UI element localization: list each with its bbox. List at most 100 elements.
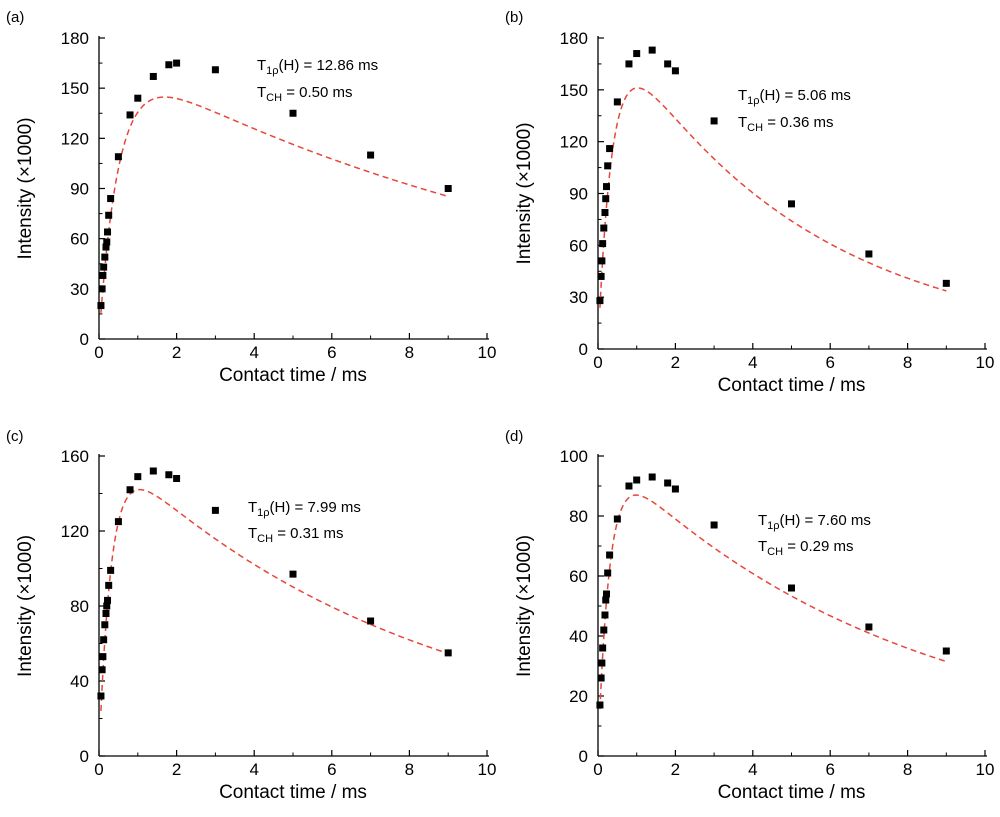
data-point: [788, 200, 795, 208]
y-tick-label: 180: [61, 29, 89, 48]
data-point: [671, 485, 679, 493]
x-tick-label: 2: [671, 353, 680, 372]
x-tick-label: 4: [748, 760, 757, 779]
fit-curve: [100, 96, 449, 313]
tch-annotation: TCH = 0.31 ms: [248, 525, 344, 545]
data-point: [597, 272, 605, 280]
data-point: [134, 473, 142, 481]
x-tick-label: 0: [593, 760, 602, 779]
x-tick-label: 6: [825, 760, 834, 779]
data-point: [603, 590, 611, 598]
tch-value: = 0.50 ms: [282, 84, 352, 101]
data-point: [134, 94, 142, 102]
data-point: [289, 570, 297, 578]
y-tick-label: 90: [569, 185, 588, 204]
x-tick-label: 10: [478, 343, 497, 362]
panel-label: (c): [6, 428, 24, 445]
data-point: [865, 623, 873, 631]
t1rho-symbol: T: [758, 512, 767, 529]
data-point: [633, 50, 641, 58]
y-axis-title: Intensity (×1000): [514, 122, 535, 264]
data-point: [596, 297, 604, 305]
data-point: [103, 238, 111, 246]
chart-panel-c: (c) 0 2 4 6 8 10 0 40 80 120 160 Contact time / ms In…: [6, 428, 496, 803]
x-tick-label: 8: [903, 760, 912, 779]
data-point: [149, 467, 157, 475]
panel-label: (d): [505, 428, 523, 445]
data-point: [98, 666, 106, 674]
data-point: [103, 602, 111, 610]
y-tick-label: 40: [70, 672, 89, 691]
data-point: [664, 60, 672, 68]
t1rho-value: (H) = 7.60 ms: [780, 512, 871, 529]
x-tick-label: 0: [593, 353, 602, 372]
x-tick-label: 4: [748, 353, 757, 372]
x-tick-label: 4: [249, 760, 258, 779]
t1rho-subscript: 1ρ: [266, 65, 278, 77]
panel-label: (a): [6, 9, 24, 26]
data-point: [102, 610, 110, 617]
data-point: [104, 596, 112, 604]
data-point: [942, 647, 950, 655]
y-tick-label: 30: [569, 288, 588, 307]
x-tick-label: 6: [327, 343, 336, 362]
data-point: [648, 473, 656, 481]
t1rho-symbol: T: [248, 499, 257, 516]
data-point: [597, 674, 605, 682]
t1rho-subscript: 1ρ: [747, 95, 759, 107]
tch-value: = 0.29 ms: [783, 538, 853, 555]
data-point: [600, 626, 608, 634]
data-point: [625, 60, 633, 68]
t1rho-annotation: T1ρ(H) = 7.99 ms: [248, 499, 361, 519]
t1rho-annotation: T1ρ(H) = 5.06 ms: [738, 87, 851, 107]
data-point: [367, 617, 375, 625]
data-point: [165, 61, 173, 69]
x-tick-label: 4: [249, 343, 258, 362]
t1rho-symbol: T: [257, 57, 266, 74]
y-tick-label: 180: [560, 29, 588, 48]
data-point: [625, 482, 633, 490]
data-point: [788, 584, 795, 592]
x-tick-label: 2: [172, 760, 181, 779]
data-point: [598, 659, 606, 667]
tch-value: = 0.31 ms: [273, 525, 343, 542]
data-point: [105, 581, 113, 589]
data-point: [599, 240, 607, 248]
y-tick-label: 150: [61, 79, 89, 98]
data-point: [98, 285, 106, 293]
tch-annotation: TCH = 0.50 ms: [257, 84, 353, 104]
fit-curve: [599, 87, 947, 308]
tch-value: = 0.36 ms: [763, 114, 833, 131]
x-tick-label: 6: [327, 760, 336, 779]
y-tick-label: 60: [569, 236, 588, 255]
data-point: [126, 111, 134, 119]
data-point: [602, 596, 610, 604]
data-point: [107, 195, 115, 203]
x-tick-label: 2: [172, 343, 181, 362]
tch-symbol: T: [738, 114, 747, 131]
x-tick-label: 8: [405, 760, 414, 779]
x-tick-label: 2: [671, 760, 680, 779]
tch-annotation: TCH = 0.36 ms: [738, 114, 834, 134]
data-point: [101, 621, 109, 629]
data-point: [211, 506, 219, 514]
data-point: [126, 486, 134, 494]
data-point: [367, 151, 375, 159]
data-point: [97, 692, 105, 700]
x-tick-label: 0: [94, 343, 103, 362]
x-tick-label: 10: [976, 353, 995, 372]
y-tick-label: 150: [560, 81, 588, 100]
data-point: [664, 479, 672, 487]
t1rho-value: (H) = 12.86 ms: [279, 57, 379, 74]
y-tick-label: 0: [579, 747, 588, 766]
y-tick-label: 60: [70, 230, 89, 249]
x-tick-label: 8: [405, 343, 414, 362]
t1rho-annotation: T1ρ(H) = 7.60 ms: [758, 512, 871, 532]
y-tick-label: 100: [560, 447, 588, 466]
data-point: [165, 471, 173, 479]
t1rho-symbol: T: [738, 87, 747, 104]
tch-subscript: CH: [767, 546, 783, 558]
data-point: [97, 302, 105, 310]
